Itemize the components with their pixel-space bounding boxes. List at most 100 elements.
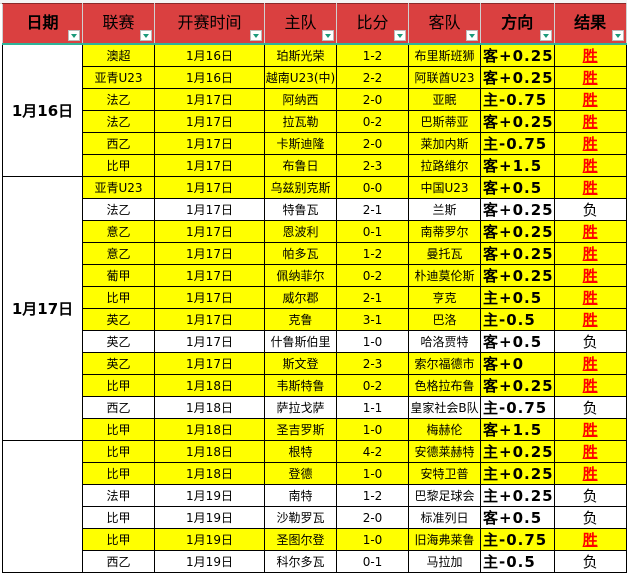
league-cell[interactable]: 比甲 — [82, 374, 155, 397]
score-cell[interactable]: 1-0 — [336, 528, 409, 551]
score-cell[interactable]: 2-0 — [336, 132, 409, 155]
away-cell[interactable]: 安德莱赫特 — [408, 440, 481, 463]
kickoff-cell[interactable]: 1月17日 — [154, 286, 265, 309]
score-cell[interactable]: 2-3 — [336, 154, 409, 177]
kickoff-cell[interactable]: 1月17日 — [154, 154, 265, 177]
kickoff-cell[interactable]: 1月17日 — [154, 330, 265, 353]
league-cell[interactable]: 意乙 — [82, 220, 155, 243]
direction-cell[interactable]: 主-0.75 — [480, 528, 555, 551]
kickoff-cell[interactable]: 1月17日 — [154, 176, 265, 199]
kickoff-cell[interactable]: 1月17日 — [154, 264, 265, 287]
league-cell[interactable]: 法乙 — [82, 110, 155, 133]
away-cell[interactable]: 朴迪莫伦斯 — [408, 264, 481, 287]
score-cell[interactable]: 0-2 — [336, 110, 409, 133]
home-cell[interactable]: 根特 — [264, 440, 337, 463]
home-cell[interactable]: 佩纳菲尔 — [264, 264, 337, 287]
home-cell[interactable]: 特鲁瓦 — [264, 198, 337, 221]
result-cell[interactable]: 胜 — [553, 220, 627, 243]
home-cell[interactable]: 克鲁 — [264, 308, 337, 331]
away-cell[interactable]: 中国U23 — [408, 176, 481, 199]
home-cell[interactable]: 圣吉罗斯 — [264, 418, 337, 441]
league-cell[interactable]: 英乙 — [82, 352, 155, 375]
league-cell[interactable]: 英乙 — [82, 330, 155, 353]
league-cell[interactable]: 亚青U23 — [82, 66, 155, 89]
result-cell[interactable]: 负 — [553, 550, 627, 573]
score-cell[interactable]: 1-1 — [336, 396, 409, 419]
away-cell[interactable]: 色格拉布鲁 — [408, 374, 481, 397]
direction-cell[interactable]: 客+0.5 — [480, 330, 555, 353]
kickoff-cell[interactable]: 1月17日 — [154, 352, 265, 375]
direction-cell[interactable]: 主-0.75 — [480, 132, 555, 155]
score-cell[interactable]: 0-2 — [336, 264, 409, 287]
direction-cell[interactable]: 主-0.75 — [480, 88, 555, 111]
score-cell[interactable]: 2-3 — [336, 352, 409, 375]
league-cell[interactable]: 亚青U23 — [82, 176, 155, 199]
kickoff-cell[interactable]: 1月17日 — [154, 132, 265, 155]
away-cell[interactable]: 巴黎足球会 — [408, 484, 481, 507]
league-cell[interactable]: 西乙 — [82, 550, 155, 573]
kickoff-cell[interactable]: 1月16日 — [154, 43, 265, 67]
home-cell[interactable]: 圣图尔登 — [264, 528, 337, 551]
away-cell[interactable]: 亚眠 — [408, 88, 481, 111]
direction-cell[interactable]: 主+0.5 — [480, 286, 555, 309]
kickoff-cell[interactable]: 1月19日 — [154, 550, 265, 573]
result-cell[interactable]: 胜 — [553, 242, 627, 265]
direction-cell[interactable]: 客+0 — [480, 352, 555, 375]
away-cell[interactable]: 索尔福德市 — [408, 352, 481, 375]
home-cell[interactable]: 越南U23(中) — [264, 66, 337, 89]
direction-cell[interactable]: 主+0.25 — [480, 440, 555, 463]
away-cell[interactable]: 南蒂罗尔 — [408, 220, 481, 243]
result-cell[interactable]: 负 — [553, 506, 627, 529]
direction-cell[interactable]: 客+0.25 — [480, 110, 555, 133]
home-cell[interactable]: 萨拉戈萨 — [264, 396, 337, 419]
league-cell[interactable]: 英乙 — [82, 308, 155, 331]
filter-dropdown-icon[interactable] — [250, 30, 262, 41]
home-cell[interactable]: 布鲁日 — [264, 154, 337, 177]
away-cell[interactable]: 梅赫伦 — [408, 418, 481, 441]
score-cell[interactable]: 1-0 — [336, 418, 409, 441]
filter-dropdown-icon[interactable] — [466, 30, 478, 41]
home-cell[interactable]: 什鲁斯伯里 — [264, 330, 337, 353]
score-cell[interactable]: 0-1 — [336, 550, 409, 573]
direction-cell[interactable]: 客+1.5 — [480, 154, 555, 177]
filter-dropdown-icon[interactable] — [322, 30, 334, 41]
home-cell[interactable]: 珀斯光荣 — [264, 43, 337, 67]
league-cell[interactable]: 法乙 — [82, 198, 155, 221]
direction-cell[interactable]: 主-0.5 — [480, 308, 555, 331]
score-cell[interactable]: 2-0 — [336, 88, 409, 111]
home-cell[interactable]: 帕多瓦 — [264, 242, 337, 265]
home-cell[interactable]: 威尔郡 — [264, 286, 337, 309]
score-cell[interactable]: 1-2 — [336, 484, 409, 507]
direction-cell[interactable]: 客+0.25 — [480, 43, 555, 67]
home-cell[interactable]: 卡斯迪隆 — [264, 132, 337, 155]
result-cell[interactable]: 胜 — [553, 88, 627, 111]
score-cell[interactable]: 2-2 — [336, 66, 409, 89]
filter-dropdown-icon[interactable] — [539, 30, 552, 41]
kickoff-cell[interactable]: 1月18日 — [154, 418, 265, 441]
kickoff-cell[interactable]: 1月16日 — [154, 66, 265, 89]
filter-dropdown-icon[interactable] — [394, 30, 406, 41]
score-cell[interactable]: 1-0 — [336, 330, 409, 353]
league-cell[interactable]: 比甲 — [82, 528, 155, 551]
home-cell[interactable]: 科尔多瓦 — [264, 550, 337, 573]
direction-cell[interactable]: 主+0.25 — [480, 484, 555, 507]
kickoff-cell[interactable]: 1月19日 — [154, 484, 265, 507]
result-cell[interactable]: 胜 — [553, 154, 627, 177]
away-cell[interactable]: 曼托瓦 — [408, 242, 481, 265]
score-cell[interactable]: 2-0 — [336, 506, 409, 529]
kickoff-cell[interactable]: 1月17日 — [154, 198, 265, 221]
away-cell[interactable]: 兰斯 — [408, 198, 481, 221]
result-cell[interactable]: 负 — [553, 396, 627, 419]
league-cell[interactable]: 西乙 — [82, 132, 155, 155]
result-cell[interactable]: 负 — [553, 198, 627, 221]
kickoff-cell[interactable]: 1月18日 — [154, 396, 265, 419]
direction-cell[interactable]: 客+0.25 — [480, 242, 555, 265]
away-cell[interactable]: 阿联酋U23 — [408, 66, 481, 89]
result-cell[interactable]: 胜 — [553, 352, 627, 375]
direction-cell[interactable]: 主+0.25 — [480, 462, 555, 485]
home-cell[interactable]: 斯文登 — [264, 352, 337, 375]
kickoff-cell[interactable]: 1月17日 — [154, 88, 265, 111]
league-cell[interactable]: 比甲 — [82, 506, 155, 529]
direction-cell[interactable]: 客+0.5 — [480, 506, 555, 529]
away-cell[interactable]: 哈洛贾特 — [408, 330, 481, 353]
